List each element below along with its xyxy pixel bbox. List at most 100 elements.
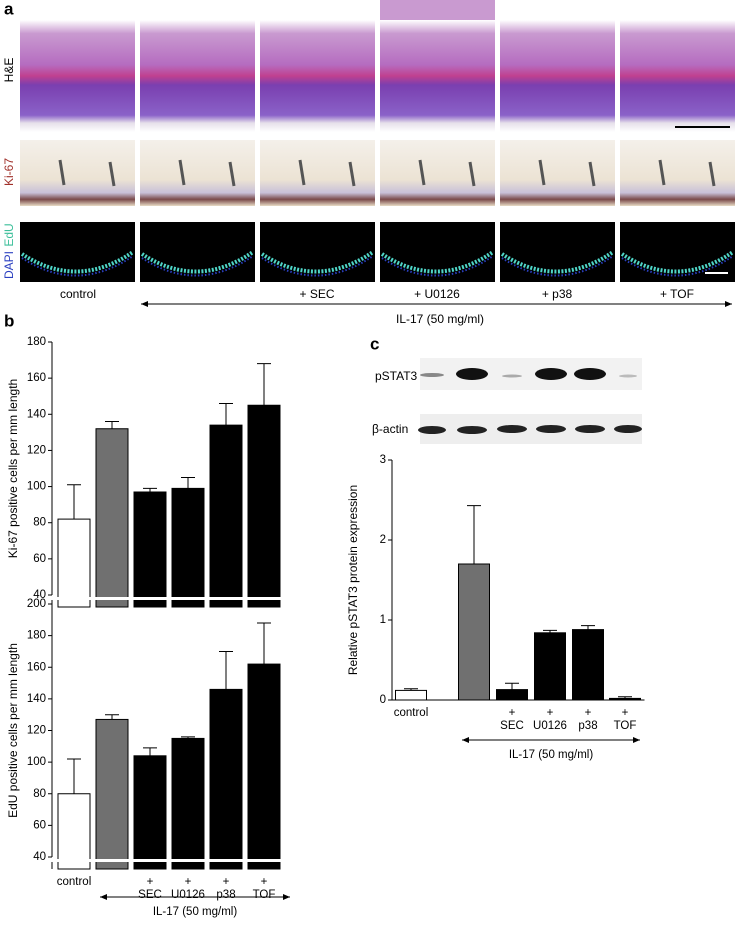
y-tick-label: 40 <box>33 851 46 863</box>
y-tick-label: 180 <box>27 630 46 642</box>
y-tick-label: 160 <box>27 372 46 384</box>
bar <box>572 629 604 701</box>
y-axis-label: Relative pSTAT3 protein expression <box>346 485 360 675</box>
western-blot <box>418 358 642 444</box>
y-axis-label: Ki-67 positive cells per mm length <box>6 379 20 558</box>
bar <box>95 428 129 608</box>
x-tick-label: + <box>509 707 516 719</box>
bar <box>95 718 129 870</box>
y-tick-label: 100 <box>27 756 46 768</box>
bar <box>209 688 243 870</box>
error-bar <box>105 421 119 429</box>
y-tick-label: 140 <box>27 693 46 705</box>
y-tick-label: 60 <box>33 819 46 831</box>
error-bar <box>219 402 233 426</box>
x-tick-label: + <box>547 707 554 719</box>
row-label: Ki-67 <box>2 158 16 186</box>
bar <box>133 755 167 870</box>
bar <box>133 491 167 608</box>
bar <box>57 793 91 870</box>
x-tick-label: SEC <box>138 889 162 901</box>
y-tick-label: 0 <box>380 694 386 706</box>
error-bar <box>505 682 519 690</box>
x-tick-label: + <box>223 876 230 888</box>
error-bar <box>618 696 632 699</box>
error-bar <box>105 714 119 720</box>
x-tick-label: TOF <box>614 720 637 732</box>
column-label: + SEC <box>299 287 334 301</box>
x-tick-label: + <box>585 707 592 719</box>
bar <box>57 518 91 608</box>
column-label: + TOF <box>660 287 694 301</box>
bar <box>458 563 490 701</box>
bar <box>496 689 528 701</box>
y-tick-label: 2 <box>380 534 386 546</box>
blot-label: β-actin <box>372 422 408 436</box>
panel-label: b <box>4 311 14 330</box>
y-tick-label: 3 <box>380 454 386 466</box>
bar <box>247 663 281 870</box>
treatment-label: IL-17 (50 mg/ml) <box>153 906 238 918</box>
column-label: + p38 <box>542 287 573 301</box>
axis-break <box>54 597 282 600</box>
error-bar <box>67 758 81 794</box>
x-tick-label: p38 <box>578 720 597 732</box>
panel-label: a <box>4 0 14 18</box>
x-tick-label: control <box>57 876 92 888</box>
error-bar <box>143 487 157 492</box>
y-tick-label: 200 <box>27 598 46 610</box>
error-bar <box>181 477 195 489</box>
error-bar <box>404 688 418 691</box>
x-tick-label: + <box>622 707 629 719</box>
x-tick-label: + <box>147 876 154 888</box>
y-tick-label: 80 <box>33 788 46 800</box>
blot-label: pSTAT3 <box>375 369 418 383</box>
y-tick-label: 100 <box>27 481 46 493</box>
y-tick-label: 60 <box>33 553 46 565</box>
column-label: + U0126 <box>414 287 460 301</box>
y-tick-label: 40 <box>33 589 46 601</box>
error-bar <box>219 650 233 690</box>
row-label: EdU <box>2 223 16 246</box>
y-tick-label: 140 <box>27 408 46 420</box>
error-bar <box>257 363 271 406</box>
y-tick-label: 80 <box>33 517 46 529</box>
bar <box>247 404 281 608</box>
bar <box>609 697 641 701</box>
x-tick-label: U0126 <box>171 889 205 901</box>
histology-images <box>18 0 735 284</box>
bar <box>209 424 243 608</box>
x-tick-label: U0126 <box>533 720 567 732</box>
x-tick-label: + <box>185 876 192 888</box>
error-bar <box>67 484 81 520</box>
column-label: control <box>60 287 96 301</box>
treatment-label: IL-17 (50 mg/ml) <box>509 749 594 761</box>
axis-break <box>54 859 282 862</box>
x-tick-label: control <box>394 707 429 719</box>
y-tick-label: 120 <box>27 725 46 737</box>
x-tick-label: SEC <box>500 720 524 732</box>
error-bar <box>181 736 195 739</box>
row-label: H&E <box>2 58 16 83</box>
row-label: DAPI <box>2 251 16 279</box>
y-tick-label: 180 <box>27 336 46 348</box>
y-tick-label: 160 <box>27 661 46 673</box>
bar <box>534 632 566 701</box>
x-tick-label: TOF <box>253 889 276 901</box>
bar <box>395 689 427 701</box>
x-tick-label: + <box>261 876 268 888</box>
bar <box>171 487 205 608</box>
y-tick-label: 120 <box>27 444 46 456</box>
error-bar <box>257 622 271 665</box>
panel-label: c <box>370 334 379 353</box>
y-axis-label: EdU positive cells per mm length <box>6 643 20 818</box>
error-bar <box>543 629 557 633</box>
y-tick-label: 1 <box>380 614 386 626</box>
treatment-label: IL-17 (50 mg/ml) <box>396 312 484 326</box>
x-tick-label: p38 <box>216 889 235 901</box>
error-bar <box>467 505 481 564</box>
error-bar <box>143 747 157 756</box>
error-bar <box>581 625 595 630</box>
bar <box>171 737 205 870</box>
